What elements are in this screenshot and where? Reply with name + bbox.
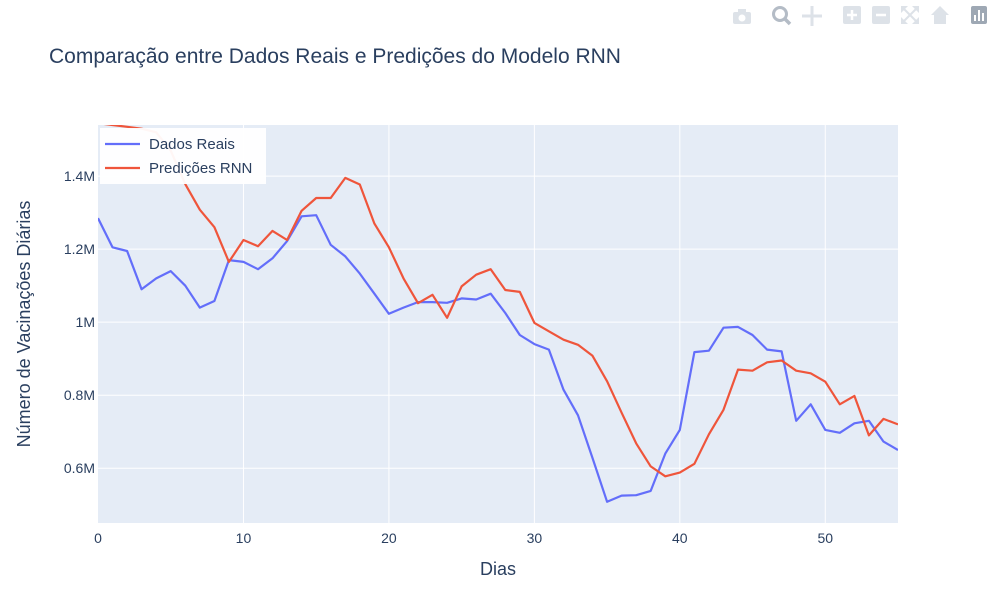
x-tick-label: 40 bbox=[672, 530, 688, 546]
x-axis-ticks: 0 10 20 30 40 50 bbox=[94, 530, 833, 546]
legend-background bbox=[100, 128, 266, 184]
series-line-dados-reais[interactable] bbox=[98, 214, 898, 503]
series-line-predicoes-rnn[interactable] bbox=[98, 123, 898, 478]
y-tick-label: 1.2M bbox=[64, 241, 95, 257]
pan-icon[interactable] bbox=[802, 6, 822, 26]
legend: Dados Reais Predições RNN bbox=[100, 128, 266, 184]
zoom-in-icon[interactable] bbox=[843, 6, 861, 24]
x-tick-label: 20 bbox=[381, 530, 397, 546]
legend-item[interactable]: Predições RNN bbox=[105, 160, 252, 177]
legend-label: Predições RNN bbox=[149, 160, 252, 177]
x-tick-label: 30 bbox=[527, 530, 543, 546]
legend-item[interactable]: Dados Reais bbox=[105, 136, 235, 153]
x-axis-title: Dias bbox=[480, 559, 516, 579]
x-tick-label: 50 bbox=[817, 530, 833, 546]
legend-label: Dados Reais bbox=[149, 136, 235, 153]
chart-title: Comparação entre Dados Reais e Predições… bbox=[49, 45, 621, 68]
modebar bbox=[733, 6, 987, 26]
autoscale-icon[interactable] bbox=[901, 6, 919, 24]
y-axis-title: Número de Vacinações Diárias bbox=[14, 201, 34, 448]
series-layer bbox=[98, 123, 898, 503]
x-tick-label: 0 bbox=[94, 530, 102, 546]
y-tick-label: 0.8M bbox=[64, 387, 95, 403]
plot-area bbox=[98, 125, 898, 523]
y-tick-label: 1.4M bbox=[64, 168, 95, 184]
y-axis-ticks: 0.6M 0.8M 1M 1.2M 1.4M bbox=[64, 168, 95, 476]
plotly-logo-icon[interactable] bbox=[971, 6, 987, 24]
y-tick-label: 1M bbox=[76, 314, 95, 330]
y-tick-label: 0.6M bbox=[64, 460, 95, 476]
zoom-out-icon[interactable] bbox=[872, 6, 890, 24]
x-tick-label: 10 bbox=[236, 530, 252, 546]
zoom-icon[interactable] bbox=[772, 6, 792, 26]
home-icon[interactable] bbox=[931, 6, 949, 24]
camera-icon[interactable] bbox=[733, 9, 751, 24]
